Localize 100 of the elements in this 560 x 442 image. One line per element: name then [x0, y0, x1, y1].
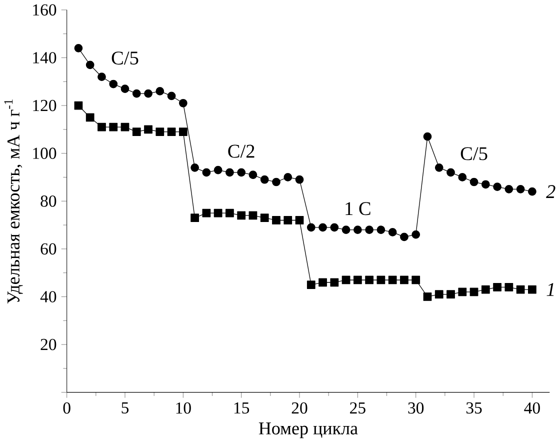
point: [237, 211, 246, 220]
point: [446, 168, 455, 176]
point: [353, 276, 362, 284]
point: [167, 92, 176, 100]
point: [342, 225, 350, 234]
point: [167, 127, 176, 136]
point: [120, 84, 130, 93]
point: [493, 182, 502, 191]
point: [156, 86, 164, 96]
point: [365, 225, 374, 234]
y-tick-label: 140: [33, 52, 56, 64]
point: [98, 72, 106, 81]
point: [248, 211, 258, 220]
annotation: C/5: [460, 146, 488, 160]
series-label: 2: [546, 184, 556, 198]
point: [516, 285, 525, 294]
point: [330, 278, 339, 286]
point: [86, 113, 94, 122]
point: [353, 225, 362, 234]
point: [516, 184, 525, 194]
point: [412, 276, 420, 284]
point: [237, 168, 246, 176]
point: [481, 180, 490, 188]
point: [470, 288, 478, 296]
point: [423, 132, 432, 141]
y-tick-label: 120: [33, 100, 56, 111]
point: [412, 230, 420, 239]
y-axis-title: Удельная емкость, мА ч г$^{-1}$: [4, 99, 23, 304]
point: [74, 44, 83, 52]
point: [144, 89, 152, 98]
x-tick-label: 15: [234, 402, 250, 414]
y-tick-label: 160: [33, 4, 56, 16]
x-tick-label: 20: [292, 402, 308, 414]
point: [74, 101, 83, 110]
point: [458, 288, 467, 296]
point: [284, 216, 292, 224]
point: [144, 125, 152, 134]
point: [109, 80, 118, 88]
point: [132, 89, 141, 98]
point: [260, 213, 269, 222]
point: [318, 223, 327, 232]
point: [376, 225, 386, 234]
point: [226, 168, 234, 176]
point: [248, 170, 258, 179]
point: [214, 166, 222, 174]
y-tick-label: 20: [40, 338, 56, 350]
point: [388, 276, 397, 284]
point: [272, 178, 280, 186]
x-tick-label: 5: [122, 402, 129, 414]
point: [446, 290, 455, 298]
point: [330, 223, 339, 232]
x-tick-label: 10: [176, 402, 191, 414]
point: [109, 122, 118, 132]
point: [178, 98, 188, 108]
point: [86, 60, 94, 69]
point: [481, 285, 490, 294]
point: [284, 172, 292, 182]
point: [272, 216, 280, 224]
point: [306, 223, 316, 232]
x-tick-label: 0: [63, 402, 70, 414]
x-tick-label: 25: [350, 402, 366, 414]
point: [260, 175, 269, 184]
point: [132, 127, 141, 136]
point: [190, 163, 199, 172]
y-tick-label: 40: [40, 290, 56, 302]
point: [226, 208, 234, 218]
point: [504, 282, 514, 292]
y-tick-label: 80: [40, 195, 56, 207]
annotation: 1 C: [346, 202, 370, 215]
point: [202, 168, 211, 176]
annotation: C/2: [228, 144, 254, 158]
point: [98, 122, 106, 132]
point: [458, 172, 467, 182]
x-tick-label: 40: [524, 402, 540, 414]
point: [388, 228, 397, 236]
series-label: 1: [546, 282, 554, 296]
point: [400, 232, 408, 241]
point: [528, 187, 536, 196]
point: [202, 208, 211, 218]
point: [423, 292, 432, 301]
annotation: C/5: [112, 51, 138, 64]
point: [434, 290, 444, 298]
x-tick-label: 35: [466, 402, 482, 414]
point: [318, 278, 327, 286]
point: [470, 178, 478, 186]
point: [493, 282, 502, 292]
point: [365, 276, 374, 284]
point: [190, 213, 199, 222]
y-tick-label: 100: [33, 147, 56, 159]
point: [434, 163, 444, 172]
point: [306, 280, 316, 289]
x-axis-title: Номер цикла: [258, 422, 358, 438]
point: [120, 122, 130, 132]
point: [504, 184, 514, 194]
point: [400, 276, 408, 284]
point: [342, 276, 350, 284]
y-tick-label: 60: [40, 243, 56, 254]
point: [528, 285, 536, 294]
point: [178, 127, 188, 136]
point: [295, 216, 304, 224]
